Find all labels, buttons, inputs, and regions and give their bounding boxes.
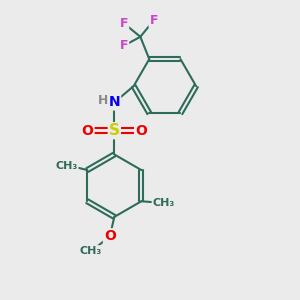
Text: O: O — [82, 124, 94, 138]
Text: F: F — [149, 14, 158, 27]
Text: F: F — [120, 39, 128, 52]
Text: CH₃: CH₃ — [56, 160, 78, 171]
Text: F: F — [120, 17, 128, 30]
Text: S: S — [109, 123, 120, 138]
Text: CH₃: CH₃ — [152, 198, 175, 208]
Text: N: N — [109, 95, 120, 110]
Text: O: O — [135, 124, 147, 138]
Text: O: O — [104, 229, 116, 243]
Text: H: H — [98, 94, 108, 107]
Text: CH₃: CH₃ — [80, 246, 102, 256]
